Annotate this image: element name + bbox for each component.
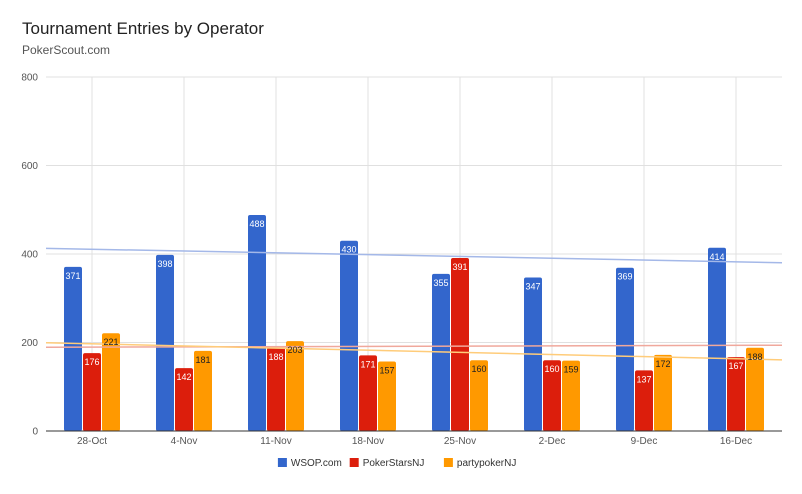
data-label: 430 xyxy=(341,245,356,255)
bar[interactable] xyxy=(64,266,82,431)
chart-subtitle: PokerScout.com xyxy=(22,43,111,57)
y-tick-label: 0 xyxy=(32,427,38,438)
bar[interactable] xyxy=(359,355,377,431)
bar[interactable] xyxy=(340,240,358,431)
data-label: 172 xyxy=(655,359,670,369)
legend-swatch xyxy=(443,458,453,467)
bar[interactable] xyxy=(543,360,561,431)
x-tick-label: 2-Dec xyxy=(539,436,566,447)
bar[interactable] xyxy=(451,257,469,431)
data-label: 188 xyxy=(268,352,283,362)
x-tick-label: 25-Nov xyxy=(444,436,476,447)
trendline xyxy=(45,344,783,349)
data-label: 488 xyxy=(249,219,264,229)
data-label: 355 xyxy=(433,278,448,288)
bar[interactable] xyxy=(267,347,285,431)
bar[interactable] xyxy=(746,347,764,431)
legend-swatch xyxy=(349,458,359,467)
bar[interactable] xyxy=(175,368,193,431)
data-label: 371 xyxy=(65,271,80,281)
bar[interactable] xyxy=(194,350,212,431)
bar[interactable] xyxy=(83,353,101,431)
x-tick-label: 16-Dec xyxy=(720,436,752,447)
bar[interactable] xyxy=(562,360,580,431)
x-tick-label: 18-Nov xyxy=(352,436,384,447)
data-label: 159 xyxy=(563,365,578,375)
legend[interactable]: WSOP.com PokerStarsNJ partypokerNJ xyxy=(277,458,516,469)
bar[interactable] xyxy=(635,370,653,431)
data-label: 167 xyxy=(728,361,743,371)
axes: 0 200 400 600 800 28-Oct 4-Nov 11-Nov 18-Nov 25-N… xyxy=(21,73,782,447)
data-label: 181 xyxy=(195,355,210,365)
data-label: 142 xyxy=(176,372,191,382)
legend-label[interactable]: WSOP.com xyxy=(291,458,342,469)
data-label: 137 xyxy=(636,374,651,384)
bar[interactable] xyxy=(102,333,120,431)
data-label: 414 xyxy=(709,252,724,262)
trendline xyxy=(45,247,783,264)
y-tick-label: 800 xyxy=(21,73,38,84)
bar[interactable] xyxy=(654,354,672,431)
y-tick-label: 200 xyxy=(21,338,38,349)
legend-label[interactable]: PokerStarsNJ xyxy=(363,458,425,469)
bar[interactable] xyxy=(248,215,266,431)
bar[interactable] xyxy=(727,357,745,431)
bar[interactable] xyxy=(156,254,174,431)
y-tick-label: 600 xyxy=(21,161,38,172)
bars xyxy=(64,215,764,431)
bar[interactable] xyxy=(470,360,488,431)
data-label: 160 xyxy=(544,364,559,374)
x-tick-label: 9-Dec xyxy=(631,436,658,447)
data-label: 398 xyxy=(157,259,172,269)
trendlines xyxy=(45,247,783,361)
data-label: 347 xyxy=(525,281,540,291)
trendline xyxy=(45,342,783,361)
chart-title: Tournament Entries by Operator xyxy=(22,19,264,38)
data-label: 188 xyxy=(747,352,762,362)
bar[interactable] xyxy=(708,247,726,431)
bar[interactable] xyxy=(616,267,634,431)
data-label: 203 xyxy=(287,345,302,355)
y-tick-label: 400 xyxy=(21,250,38,261)
data-label: 221 xyxy=(103,337,118,347)
x-tick-label: 4-Nov xyxy=(171,436,198,447)
x-tick-label: 28-Oct xyxy=(77,436,107,447)
data-label: 369 xyxy=(617,272,632,282)
x-tick-label: 11-Nov xyxy=(260,436,292,447)
legend-label[interactable]: partypokerNJ xyxy=(457,458,516,469)
data-labels: 371 398 488 430 355 347 369 414 176 142 188 171 391 1… xyxy=(65,219,762,384)
bar[interactable] xyxy=(378,361,396,431)
data-label: 160 xyxy=(471,364,486,374)
bar[interactable] xyxy=(286,341,304,431)
data-label: 171 xyxy=(360,359,375,369)
data-label: 176 xyxy=(84,357,99,367)
data-label: 391 xyxy=(452,262,467,272)
data-label: 157 xyxy=(379,366,394,376)
legend-swatch xyxy=(277,458,287,467)
